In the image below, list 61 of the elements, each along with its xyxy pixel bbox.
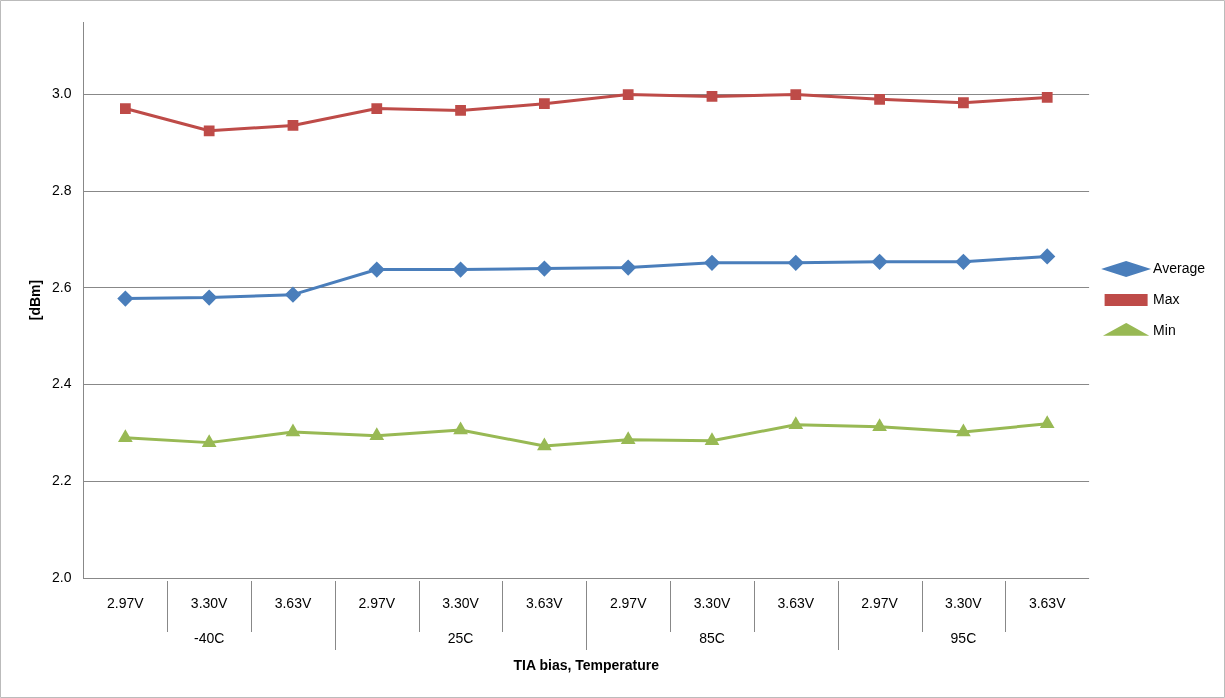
point (285, 287, 301, 303)
legend-label: Max (1153, 290, 1180, 307)
point (1040, 416, 1054, 429)
y-tick-label: 2.8 (51, 182, 72, 199)
x-axis-title: TIA bias, Temperature (513, 656, 660, 673)
text: -40C (193, 629, 225, 646)
y-tick-label: 2.2 (51, 472, 72, 489)
point (704, 255, 720, 271)
point (369, 262, 385, 278)
point (621, 432, 635, 444)
point (1041, 92, 1053, 103)
x-tick-label: 3.30V (945, 594, 983, 611)
legend-label: Min (1153, 321, 1176, 338)
text: 25C (447, 629, 474, 646)
point (705, 433, 719, 445)
x-tick-label: 3.63V (526, 594, 564, 611)
point (788, 255, 804, 271)
point (202, 435, 216, 447)
point (538, 98, 550, 110)
point (873, 419, 886, 431)
point (622, 89, 634, 100)
y-tick-label: 3.0 (51, 85, 72, 102)
point (620, 260, 636, 276)
text: 85C (699, 629, 725, 646)
point (370, 428, 384, 441)
point (455, 105, 466, 116)
x-tick-label: 2.97V (609, 594, 648, 611)
point (371, 103, 383, 114)
point (874, 93, 885, 105)
point (117, 291, 133, 307)
x-tick-label: 3.30V (190, 594, 229, 611)
point (872, 254, 888, 270)
x-tick-label: 3.30V (693, 594, 731, 611)
point (453, 262, 469, 278)
point (706, 91, 718, 102)
y-tick-label: 2.6 (51, 278, 72, 295)
legend-label: Average (1153, 259, 1206, 276)
y-axis-title: [dBm] (26, 279, 43, 321)
point (286, 424, 300, 437)
point (957, 424, 970, 437)
point (287, 120, 299, 131)
point (958, 97, 969, 109)
x-tick-label: 2.97V (861, 594, 899, 611)
point (536, 261, 552, 277)
x-tick-label: 2.97V (107, 594, 145, 611)
point (789, 417, 803, 429)
text: 95C (950, 629, 977, 646)
point (119, 430, 132, 443)
point (1039, 248, 1055, 264)
x-tick-label: 3.63V (274, 594, 312, 611)
point (790, 89, 802, 100)
point (955, 254, 971, 270)
y-tick-label: 2.4 (51, 375, 72, 392)
y-tick-label: 2.0 (51, 568, 72, 585)
point (119, 103, 131, 114)
x-tick-label: 3.63V (777, 594, 815, 611)
x-tick-label: 2.97V (358, 594, 396, 611)
x-tick-label: 3.30V (442, 594, 480, 611)
point (203, 125, 215, 137)
x-tick-label: 3.63V (1028, 594, 1067, 611)
point (201, 290, 217, 306)
